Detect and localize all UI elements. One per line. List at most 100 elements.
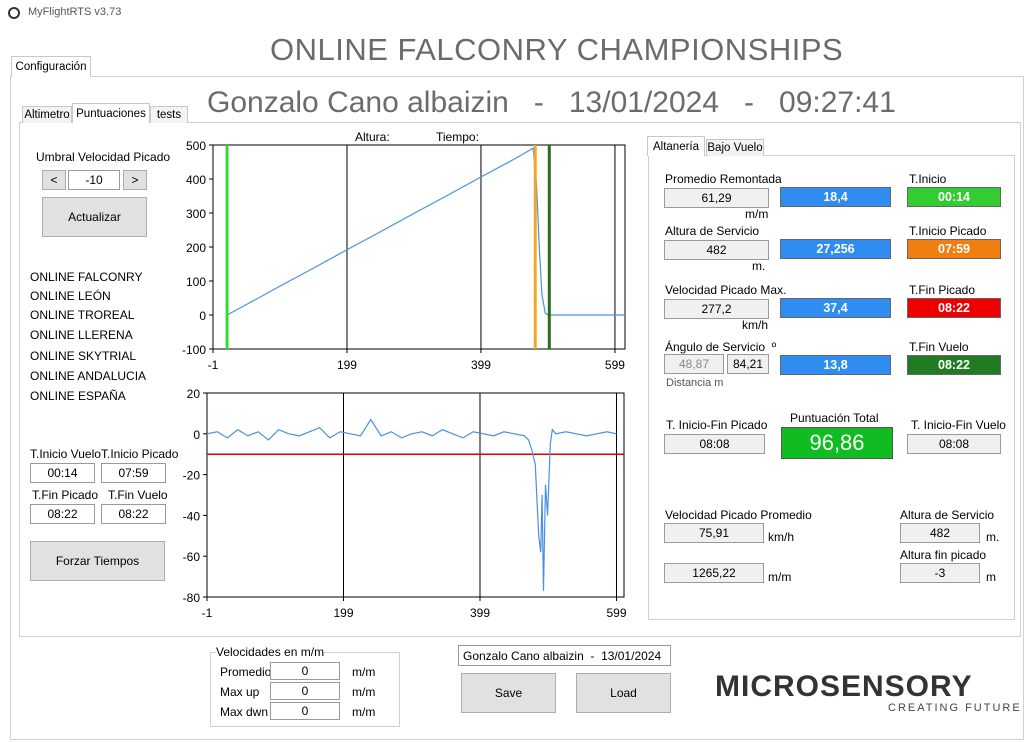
label: T.Inicio bbox=[909, 172, 947, 186]
y-tick-label: -100 bbox=[182, 343, 206, 357]
competition: ONLINE LLERENA bbox=[30, 328, 133, 342]
label: T. Inicio-Fin Vuelo bbox=[911, 418, 1006, 432]
y-tick-label: 0 bbox=[193, 428, 200, 442]
label: Promedio bbox=[220, 665, 272, 679]
plot-area bbox=[206, 392, 625, 598]
competition: ONLINE LEÓN bbox=[30, 289, 111, 303]
y-tick-label: 300 bbox=[186, 207, 206, 221]
tab[interactable]: Bajo Vuelo bbox=[706, 139, 764, 156]
line-series bbox=[226, 147, 625, 316]
results-panel bbox=[648, 155, 1015, 620]
x-tick-label: -1 bbox=[202, 606, 213, 620]
score: 18,4 bbox=[780, 187, 891, 207]
label: Velocidad Picado Max. bbox=[665, 283, 787, 297]
competition: ONLINE SKYTRIAL bbox=[30, 349, 137, 363]
app-icon bbox=[8, 7, 20, 19]
label: Max up bbox=[220, 685, 260, 699]
button[interactable]: Load bbox=[576, 673, 671, 713]
field: 482 bbox=[900, 523, 980, 543]
label: Promedio Remontada bbox=[665, 172, 782, 186]
tab[interactable]: Altanería bbox=[647, 136, 705, 156]
page-title: ONLINE FALCONRY CHAMPIONSHIPS bbox=[270, 32, 844, 67]
y-tick-label: 500 bbox=[186, 139, 206, 153]
button[interactable]: > bbox=[123, 170, 147, 190]
x-tick-label: -1 bbox=[208, 358, 219, 372]
field: 84,21 bbox=[727, 354, 769, 374]
competition: ONLINE TROREAL bbox=[30, 308, 135, 322]
y-tick-label: 100 bbox=[186, 275, 206, 289]
score: 27,256 bbox=[780, 239, 891, 259]
tab[interactable]: Altimetro bbox=[22, 106, 72, 123]
input: -10 bbox=[68, 170, 120, 190]
field: 08:08 bbox=[664, 434, 765, 454]
chart-label: Tiempo: bbox=[436, 130, 479, 144]
time: 00:14 bbox=[907, 187, 1001, 207]
label: Umbral Velocidad Picado bbox=[36, 150, 171, 164]
unit: m/m bbox=[745, 207, 769, 221]
label: Ángulo de Servicio º bbox=[665, 340, 777, 354]
unit: km/h bbox=[768, 530, 795, 544]
tab[interactable]: Configuración bbox=[11, 56, 91, 77]
unit: m/m bbox=[352, 705, 376, 719]
dropdown[interactable]: Gonzalo Cano albaizin - 13/01/2024 bbox=[458, 645, 671, 666]
tagline: CREATING FUTURE bbox=[888, 702, 1022, 714]
tab-panel bbox=[19, 122, 1021, 637]
field: 277,2 bbox=[664, 299, 769, 319]
time: 08:22 bbox=[907, 298, 1001, 318]
tab[interactable]: tests bbox=[150, 106, 188, 123]
header: Gonzalo Cano albaizin - 13/01/2024 - 09:… bbox=[207, 86, 896, 119]
time: 07:59 bbox=[907, 239, 1001, 259]
window-title: MyFlightRTS v3.73 bbox=[28, 6, 122, 18]
field: 48,87 bbox=[664, 354, 724, 374]
unit: m bbox=[986, 570, 996, 584]
unit: m/m bbox=[768, 570, 792, 584]
y-tick-label: 0 bbox=[199, 309, 206, 323]
y-tick-label: -80 bbox=[183, 591, 201, 605]
field: 1265,22 bbox=[664, 563, 764, 583]
x-tick-label: 199 bbox=[337, 358, 357, 372]
field: 0 bbox=[270, 662, 340, 680]
label: T. Inicio-Fin Picado bbox=[666, 418, 768, 432]
y-tick-label: 20 bbox=[187, 387, 201, 401]
button[interactable]: Forzar Tiempos bbox=[30, 541, 165, 581]
competition: ONLINE FALCONRY bbox=[30, 270, 143, 284]
button[interactable]: < bbox=[42, 170, 66, 190]
label: Altura de Servicio bbox=[665, 224, 760, 238]
unit: m/m bbox=[352, 685, 376, 699]
field: 482 bbox=[664, 240, 769, 260]
field: 08:08 bbox=[907, 434, 1001, 454]
y-tick-label: -20 bbox=[183, 469, 201, 483]
x-tick-label: 599 bbox=[606, 606, 626, 620]
button[interactable]: Save bbox=[461, 673, 556, 713]
label: T.Fin Picado bbox=[909, 283, 976, 297]
unit: m/m bbox=[352, 665, 376, 679]
group-title: Velocidades en m/m bbox=[216, 645, 325, 659]
button[interactable]: Actualizar bbox=[42, 197, 147, 237]
unit: m. bbox=[986, 530, 1000, 544]
field: 08:22 bbox=[30, 504, 95, 524]
chart-label: Altura: bbox=[355, 130, 390, 144]
field: 07:59 bbox=[101, 463, 166, 483]
note: Distancia m bbox=[666, 377, 724, 389]
label: Altura de Servicio bbox=[900, 508, 995, 522]
label: T.Inicio Vuelo bbox=[30, 447, 101, 461]
field: 0 bbox=[270, 702, 340, 720]
field: 0 bbox=[270, 682, 340, 700]
label: Max dwn bbox=[220, 705, 269, 719]
field: 75,91 bbox=[664, 523, 764, 543]
competition: ONLINE ESPAÑA bbox=[30, 389, 126, 403]
label: T.Fin Vuelo bbox=[108, 488, 168, 502]
label: Velocidad Picado Promedio bbox=[665, 508, 812, 522]
x-tick-label: 599 bbox=[605, 358, 625, 372]
label: T.Fin Vuelo bbox=[909, 340, 969, 354]
tab[interactable]: Puntuaciones bbox=[72, 103, 150, 123]
x-tick-label: 399 bbox=[471, 358, 491, 372]
y-tick-label: -40 bbox=[183, 509, 201, 523]
label: T.Inicio Picado bbox=[101, 447, 179, 461]
field: 00:14 bbox=[30, 463, 95, 483]
unit: km/h bbox=[742, 318, 769, 332]
x-tick-label: 399 bbox=[470, 606, 490, 620]
logo: MICROSENSORY bbox=[715, 670, 973, 703]
